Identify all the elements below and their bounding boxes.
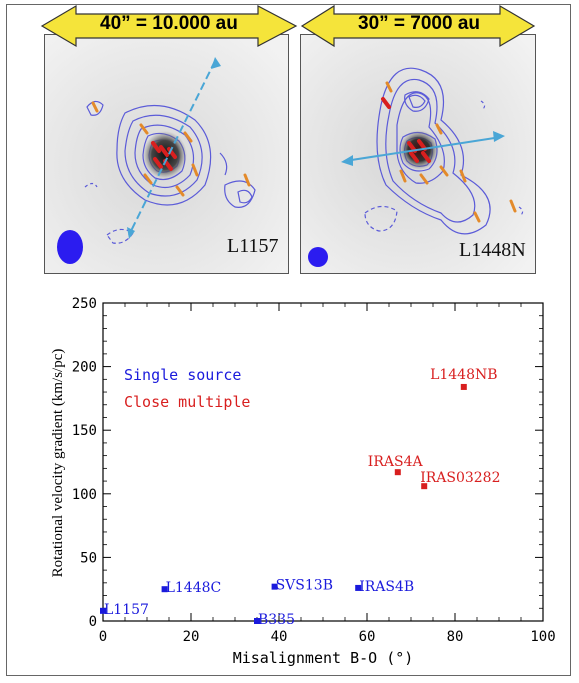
l1157-label: L1157 <box>227 235 279 257</box>
orange-vectors <box>91 101 251 197</box>
point-label: SVS13B <box>276 578 333 594</box>
beam-ellipse <box>57 230 83 264</box>
x-tick-label: 20 <box>183 629 200 645</box>
x-tick-label: 40 <box>271 629 288 645</box>
data-point <box>161 586 168 593</box>
data-point <box>254 618 260 624</box>
y-tick-label: 100 <box>72 487 97 503</box>
point-label: L1448NB <box>430 367 497 383</box>
legend-single: Single source <box>124 366 241 384</box>
y-tick-label: 50 <box>80 550 97 566</box>
y-tick-label: 250 <box>72 296 97 312</box>
l1448n-map <box>301 35 535 273</box>
point-label: L1448C <box>166 580 222 596</box>
data-point <box>355 584 362 591</box>
data-point <box>421 483 428 490</box>
l1157-map-panel: L1157 <box>44 34 289 274</box>
data-point <box>271 583 278 590</box>
right-scale-text: 30” = 7000 au <box>358 13 481 34</box>
plot-area <box>102 302 544 622</box>
outflow-axis-arrow <box>128 60 216 236</box>
l1448n-label: L1448N <box>459 239 526 261</box>
left-scale-text: 40” = 10.000 au <box>100 13 238 34</box>
arrowhead-top <box>211 57 221 69</box>
x-tick-label: 100 <box>530 629 555 645</box>
x-tick-label: 60 <box>359 629 376 645</box>
right-scale-arrow <box>300 4 536 48</box>
legend-multiple: Close multiple <box>124 393 250 411</box>
data-point <box>100 607 106 614</box>
y-tick-label: 150 <box>72 423 97 439</box>
y-tick-label: 200 <box>72 360 97 376</box>
point-label: IRAS03282 <box>420 470 500 486</box>
point-label: B335 <box>258 612 295 628</box>
outflow-axis-arrow <box>344 136 502 162</box>
orange-vectors <box>385 81 517 223</box>
arrowhead-bottom <box>127 227 135 239</box>
x-tick-label: 0 <box>99 629 107 645</box>
x-tick-label: 80 <box>447 629 464 645</box>
point-label: IRAS4A <box>368 454 424 470</box>
data-point <box>460 383 467 390</box>
point-label: L1157 <box>104 602 149 618</box>
data-point <box>394 469 401 476</box>
y-axis-label: Rotational velocity gradient (km/s/pc) <box>50 349 66 578</box>
x-axis-label: Misalignment B-O (°) <box>233 649 414 667</box>
arrowhead-right <box>493 131 505 142</box>
point-label: IRAS4B <box>359 579 414 595</box>
arrowhead-left <box>341 155 353 166</box>
y-tick-label: 0 <box>89 614 97 630</box>
l1157-map <box>45 35 288 273</box>
beam-ellipse <box>308 247 328 267</box>
l1448n-map-panel: L1448N <box>300 34 536 274</box>
left-scale-arrow <box>40 4 298 48</box>
